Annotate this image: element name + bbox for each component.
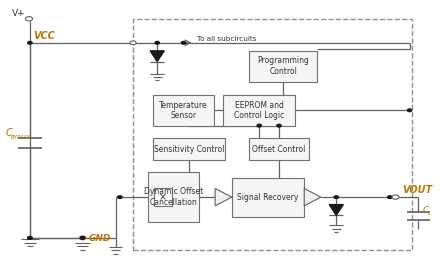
Circle shape: [28, 237, 32, 239]
Text: ×: ×: [159, 192, 167, 202]
FancyBboxPatch shape: [149, 173, 199, 222]
Circle shape: [392, 195, 399, 199]
Circle shape: [130, 41, 136, 45]
Text: Offset Control: Offset Control: [252, 144, 306, 154]
Text: GND: GND: [88, 234, 110, 243]
FancyBboxPatch shape: [153, 95, 214, 126]
Polygon shape: [215, 188, 232, 206]
Polygon shape: [150, 51, 164, 62]
Text: C: C: [423, 206, 429, 215]
Text: Programming
Control: Programming Control: [257, 56, 309, 76]
Polygon shape: [304, 188, 321, 206]
FancyBboxPatch shape: [249, 138, 309, 160]
Text: VCC: VCC: [34, 31, 55, 41]
FancyBboxPatch shape: [223, 95, 295, 126]
Text: V+: V+: [12, 9, 26, 18]
Circle shape: [334, 196, 339, 198]
Text: Signal Recovery: Signal Recovery: [237, 193, 299, 202]
FancyBboxPatch shape: [153, 138, 225, 160]
Circle shape: [80, 237, 85, 239]
Circle shape: [80, 236, 86, 240]
Text: Dynamic Offset
Cancellation: Dynamic Offset Cancellation: [144, 187, 203, 207]
Circle shape: [408, 109, 412, 112]
Text: To all subcircuits: To all subcircuits: [197, 36, 256, 42]
Circle shape: [28, 237, 32, 239]
FancyBboxPatch shape: [232, 178, 304, 217]
Text: BYPASS: BYPASS: [11, 135, 32, 140]
Text: VOUT: VOUT: [402, 185, 432, 195]
Circle shape: [26, 17, 33, 21]
Circle shape: [277, 124, 281, 127]
Text: C: C: [6, 128, 12, 138]
Text: EEPROM and
Control Logic: EEPROM and Control Logic: [234, 101, 284, 120]
Text: Temperature
Sensor: Temperature Sensor: [159, 101, 208, 120]
Circle shape: [118, 196, 122, 198]
Text: Sensitivity Control: Sensitivity Control: [154, 144, 224, 154]
FancyBboxPatch shape: [249, 51, 317, 82]
Circle shape: [388, 196, 392, 198]
Circle shape: [257, 124, 261, 127]
FancyBboxPatch shape: [154, 188, 172, 206]
Text: L: L: [427, 211, 431, 216]
Circle shape: [28, 42, 32, 44]
Polygon shape: [329, 205, 343, 215]
Circle shape: [181, 42, 186, 44]
Circle shape: [155, 42, 160, 44]
